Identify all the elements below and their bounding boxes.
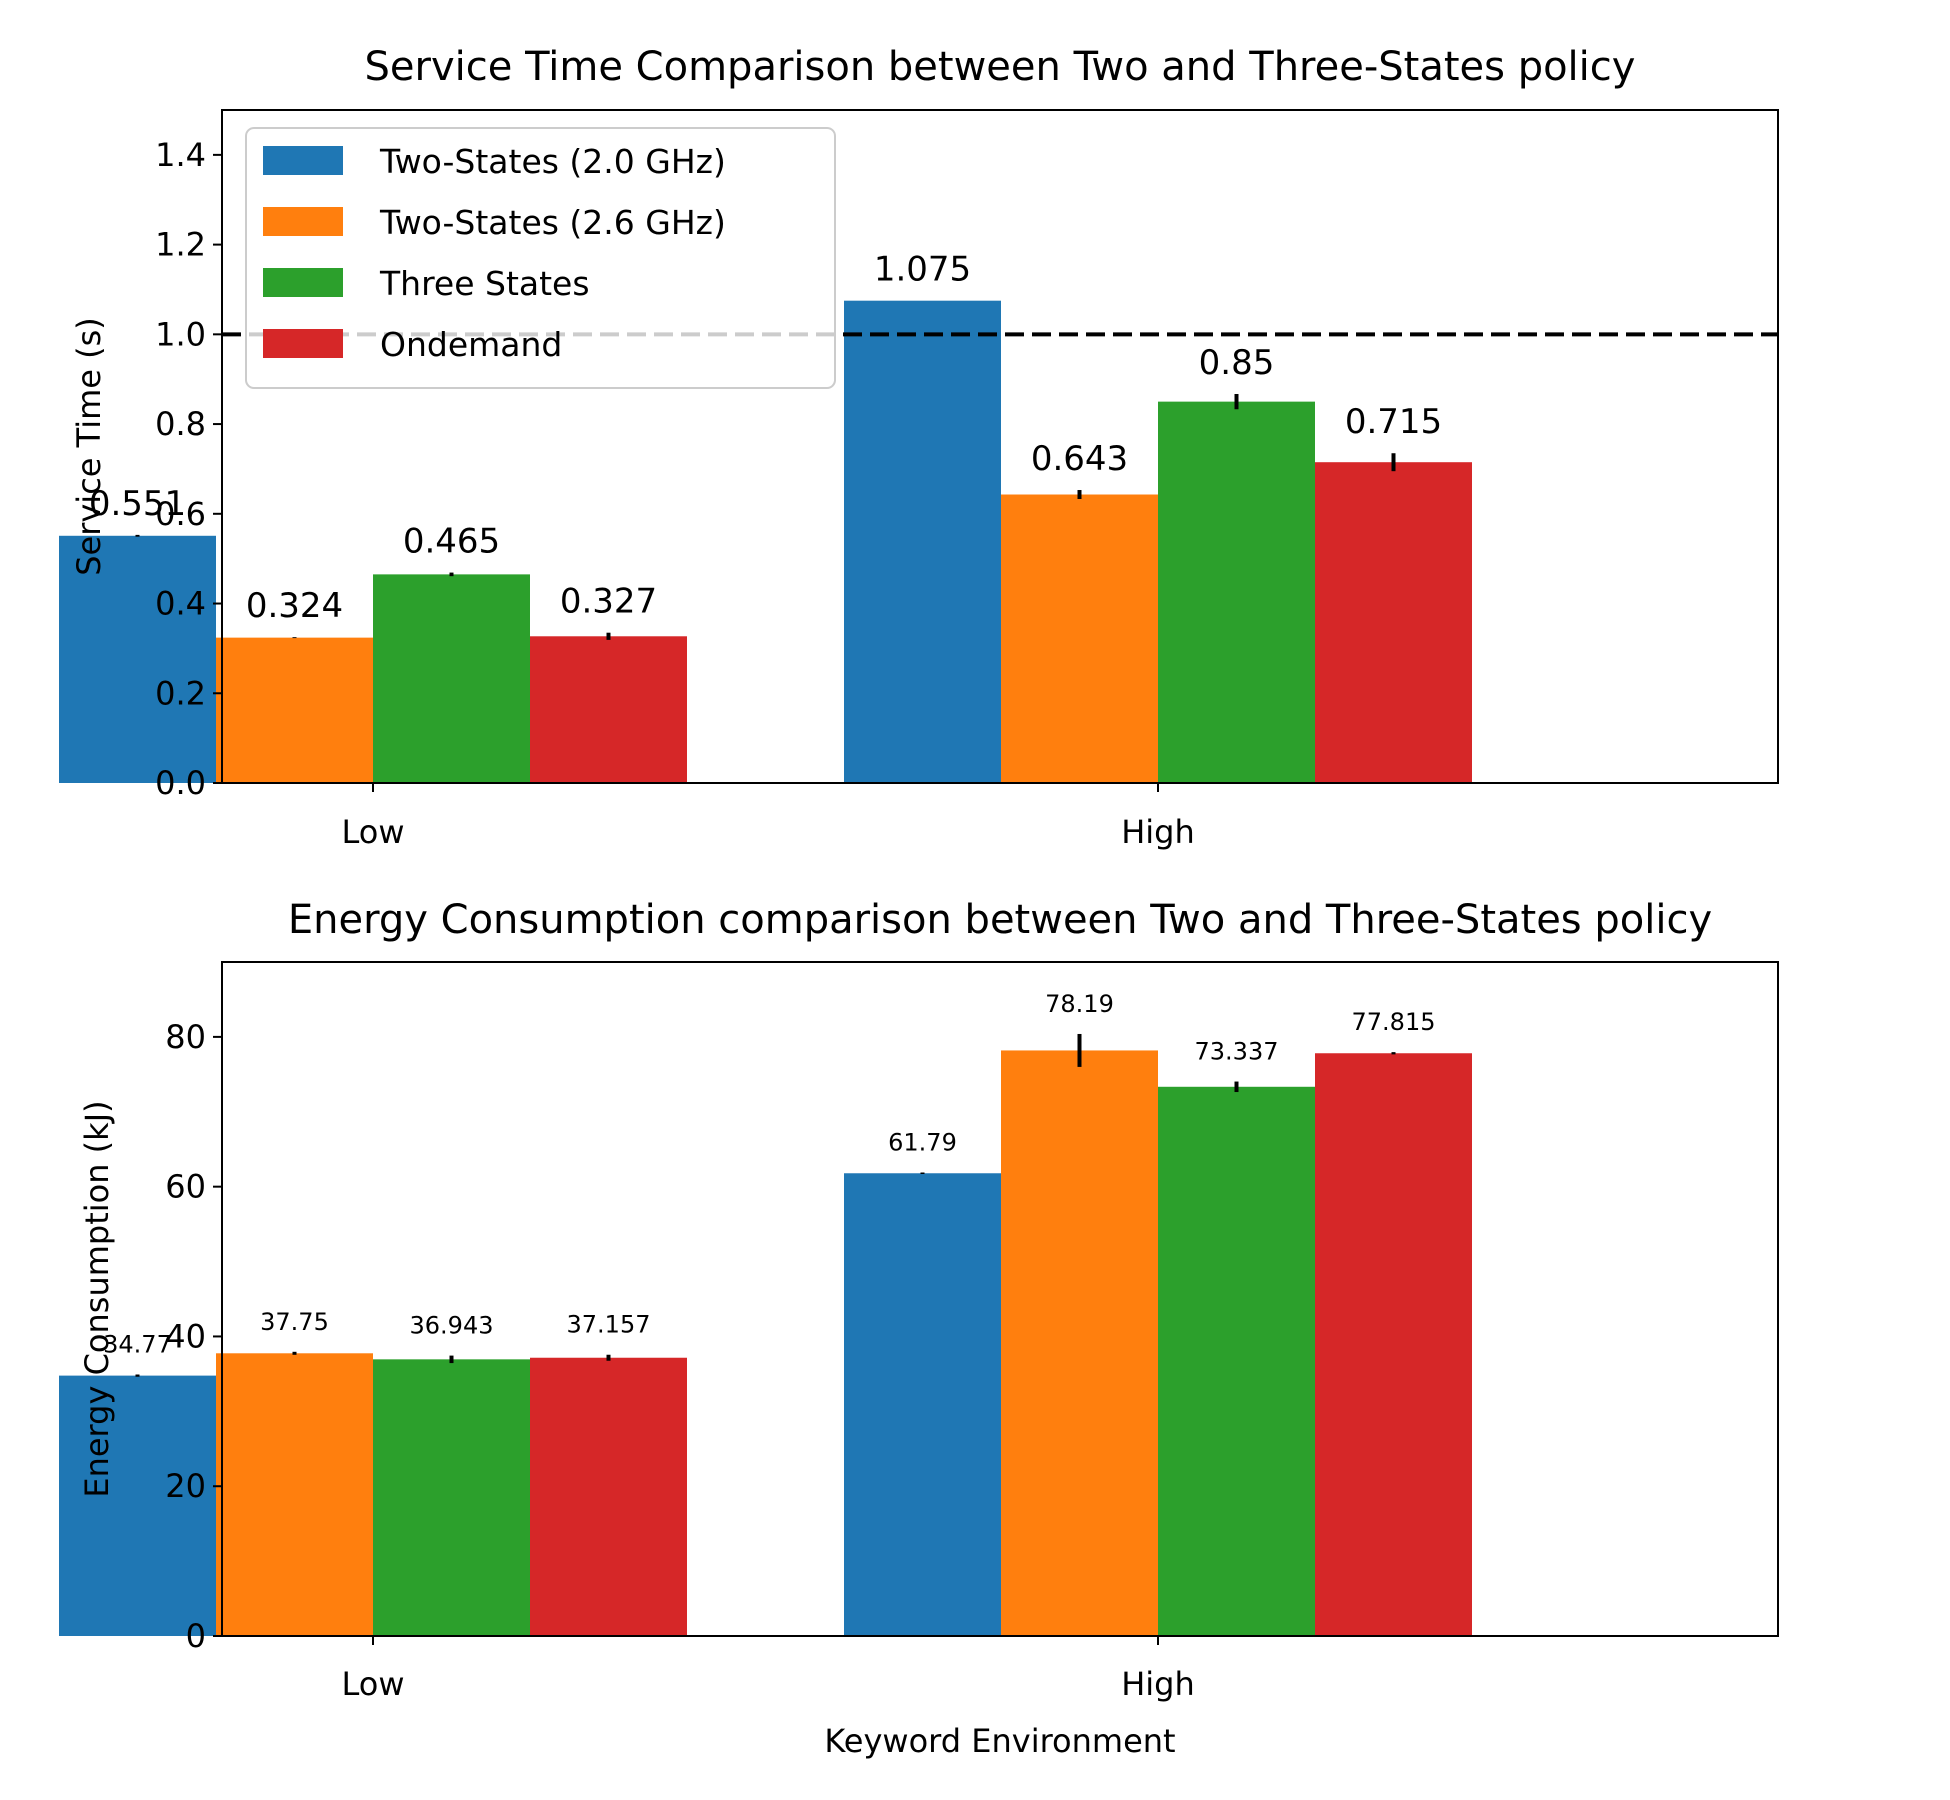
x-tick-label: Low	[341, 813, 404, 851]
bar-ondemand-low	[530, 636, 687, 783]
y-tick-label: 1.2	[155, 226, 206, 264]
y-tick-label: 0.6	[155, 495, 206, 533]
y-tick-label: 0.2	[155, 674, 206, 712]
y-tick-label: 1.4	[155, 136, 206, 174]
legend-label: Two-States (2.0 GHz)	[379, 142, 726, 181]
bar-three-states-high	[1158, 1086, 1315, 1636]
y-axis-label: Service Time (s)	[70, 317, 108, 576]
x-tick-label: High	[1121, 813, 1195, 851]
y-tick-label: 40	[165, 1317, 206, 1355]
legend-swatch-two-states-2-0-ghz-	[263, 146, 343, 175]
legend-label: Two-States (2.6 GHz)	[379, 203, 726, 242]
bar-three-states-low	[373, 574, 530, 783]
bar-two-states-2-0-ghz--low	[59, 535, 216, 783]
data-label: 1.075	[874, 250, 971, 290]
data-label: 61.79	[888, 1129, 957, 1157]
data-label: 37.75	[260, 1308, 329, 1336]
data-label: 34.77	[103, 1330, 172, 1358]
data-label: 36.943	[410, 1312, 494, 1340]
y-tick-label: 20	[165, 1467, 206, 1505]
legend-swatch-two-states-2-6-ghz-	[263, 207, 343, 236]
legend-swatch-ondemand	[263, 329, 343, 358]
data-label: 77.815	[1352, 1008, 1436, 1036]
bar-three-states-low	[373, 1359, 530, 1636]
bar-two-states-2-6-ghz--low	[216, 1353, 373, 1636]
y-tick-label: 0.0	[155, 764, 206, 802]
legend-label: Ondemand	[380, 325, 562, 364]
y-tick-label: 1.0	[155, 315, 206, 353]
x-tick-label: High	[1121, 1665, 1195, 1703]
legend-box	[245, 127, 836, 389]
bar-two-states-2-0-ghz--low	[59, 1375, 216, 1636]
data-label: 0.324	[246, 586, 343, 626]
bar-two-states-2-6-ghz--high	[1001, 494, 1158, 783]
y-axis-label: Energy Consumption (kJ)	[78, 1100, 116, 1497]
data-label: 0.465	[403, 522, 500, 562]
bar-ondemand-low	[530, 1357, 687, 1636]
y-tick-label: 80	[165, 1018, 206, 1056]
x-axis-label: Keyword Environment	[824, 1722, 1175, 1760]
data-label: 73.337	[1195, 1038, 1279, 1066]
bar-two-states-2-0-ghz--high	[844, 300, 1001, 783]
bar-three-states-high	[1158, 401, 1315, 783]
chart-title: Energy Consumption comparison between Tw…	[288, 897, 1712, 943]
bar-two-states-2-6-ghz--high	[1001, 1050, 1158, 1636]
data-label: 37.157	[567, 1311, 651, 1339]
y-tick-label: 0.8	[155, 405, 206, 443]
data-label: 0.551	[89, 484, 186, 524]
legend-swatch-three-states	[263, 268, 343, 297]
bar-two-states-2-6-ghz--low	[216, 637, 373, 783]
chart-title: Service Time Comparison between Two and …	[365, 44, 1636, 90]
legend-label: Three States	[379, 264, 590, 303]
y-tick-label: 0.4	[155, 585, 206, 623]
data-label: 0.85	[1199, 343, 1275, 383]
data-label: 78.19	[1045, 990, 1114, 1018]
data-label: 0.643	[1031, 439, 1128, 479]
y-tick-label: 0	[186, 1617, 206, 1655]
bar-ondemand-high	[1315, 1053, 1472, 1636]
x-tick-label: Low	[341, 1665, 404, 1703]
data-label: 0.327	[560, 582, 657, 622]
axes-frame	[221, 109, 1779, 784]
y-tick-label: 60	[165, 1168, 206, 1206]
bar-two-states-2-0-ghz--high	[844, 1173, 1001, 1636]
bar-ondemand-high	[1315, 462, 1472, 783]
axes-frame	[221, 961, 1779, 1637]
data-label: 0.715	[1345, 402, 1442, 442]
